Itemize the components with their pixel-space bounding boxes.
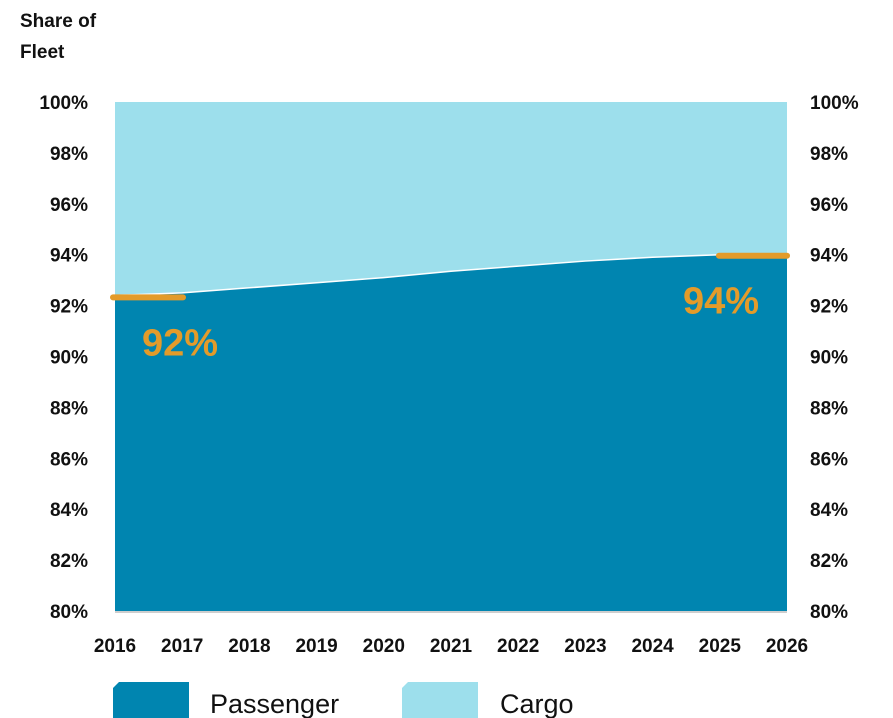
y-tick-label-right: 92% <box>810 297 848 318</box>
y-axis-title-line: Share of <box>20 11 97 32</box>
y-tick-label-right: 88% <box>810 398 848 419</box>
y-tick-label-left: 82% <box>50 551 88 572</box>
y-axis-title-line: Fleet <box>20 42 65 63</box>
y-tick-label-right: 80% <box>810 602 848 623</box>
x-tick-label: 2019 <box>295 636 337 657</box>
legend-swatch-cargo <box>402 682 478 718</box>
x-tick-label: 2025 <box>699 636 742 657</box>
passenger-area <box>115 254 787 611</box>
y-axis-left: 80% 82% 84% 86% 88% 90% 92% 94% 96% 98% 100% <box>39 93 88 623</box>
y-tick-label-right: 96% <box>810 195 848 216</box>
legend-swatch-passenger <box>113 682 189 718</box>
x-tick-label: 2024 <box>631 636 674 657</box>
x-tick-label: 2022 <box>497 636 539 657</box>
plot-area <box>114 102 787 613</box>
x-tick-label: 2020 <box>363 636 405 657</box>
x-tick-label: 2016 <box>94 636 136 657</box>
legend-label-passenger: Passenger <box>210 689 339 718</box>
y-tick-label-right: 94% <box>810 246 848 267</box>
y-tick-label-left: 92% <box>50 297 88 318</box>
y-tick-label-left: 84% <box>50 500 88 521</box>
x-tick-label: 2018 <box>228 636 270 657</box>
x-tick-label: 2023 <box>564 636 606 657</box>
y-tick-label-right: 82% <box>810 551 848 572</box>
x-axis: 2016 2017 2018 2019 2020 2021 2022 2023 2024 2025… <box>94 636 808 657</box>
y-tick-label-left: 86% <box>50 449 88 470</box>
y-tick-label-right: 100% <box>810 93 859 114</box>
annotations: 92% 94% <box>110 252 790 364</box>
legend-label-cargo: Cargo <box>500 689 574 718</box>
y-tick-label-left: 90% <box>50 348 88 369</box>
y-tick-label-left: 98% <box>50 144 88 165</box>
y-tick-label-left: 80% <box>50 602 88 623</box>
callout-end-value: 94% <box>683 281 759 323</box>
legend: Passenger Cargo <box>113 682 574 718</box>
y-tick-label-right: 84% <box>810 500 848 521</box>
y-tick-label-right: 90% <box>810 348 848 369</box>
cargo-area <box>115 102 787 296</box>
callout-start-value: 92% <box>142 322 218 364</box>
y-axis-right: 80% 82% 84% 86% 88% 90% 92% 94% 96% 98% 100% <box>810 93 859 623</box>
y-tick-label-left: 94% <box>50 246 88 267</box>
y-axis-title: Share of Fleet <box>20 11 97 63</box>
y-tick-label-left: 96% <box>50 195 88 216</box>
y-tick-label-left: 88% <box>50 398 88 419</box>
x-tick-label: 2017 <box>161 636 203 657</box>
x-tick-label: 2021 <box>430 636 473 657</box>
y-tick-label-right: 86% <box>810 449 848 470</box>
x-tick-label: 2026 <box>766 636 808 657</box>
y-tick-label-right: 98% <box>810 144 848 165</box>
series-boundary-line <box>114 253 787 297</box>
y-tick-label-left: 100% <box>39 93 88 114</box>
